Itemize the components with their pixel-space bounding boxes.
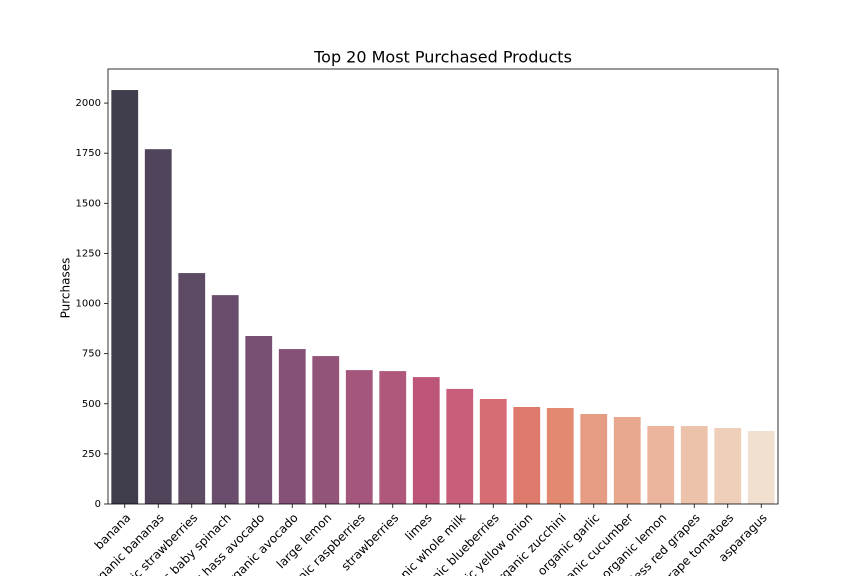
y-tick-label: 2000 bbox=[76, 98, 101, 109]
y-tick-label: 1250 bbox=[76, 248, 101, 259]
bar bbox=[680, 426, 708, 504]
bar bbox=[714, 428, 742, 504]
y-tick-label: 0 bbox=[95, 499, 101, 510]
bar bbox=[245, 336, 273, 504]
bar bbox=[144, 149, 172, 504]
bar bbox=[546, 407, 574, 504]
bar bbox=[278, 349, 306, 504]
y-tick-label: 250 bbox=[82, 449, 101, 460]
bar bbox=[513, 406, 541, 504]
plot-frame bbox=[107, 68, 779, 505]
bar bbox=[412, 377, 440, 504]
y-tick-label: 1500 bbox=[76, 198, 101, 209]
y-tick-label: 1750 bbox=[76, 148, 101, 159]
y-tick-label: 500 bbox=[82, 399, 101, 410]
bar bbox=[178, 273, 206, 504]
bar bbox=[479, 398, 507, 504]
bar bbox=[211, 295, 239, 504]
y-tick-label: 750 bbox=[82, 349, 101, 360]
bar bbox=[446, 388, 474, 504]
bar bbox=[747, 431, 775, 504]
bar bbox=[613, 417, 641, 504]
chart-title: Top 20 Most Purchased Products bbox=[313, 48, 572, 67]
bar bbox=[111, 90, 139, 504]
bar bbox=[345, 370, 373, 504]
bar bbox=[312, 356, 340, 504]
y-tick-label: 1000 bbox=[76, 299, 101, 310]
y-axis-label: Purchases bbox=[59, 258, 73, 319]
bar bbox=[647, 426, 675, 504]
bar bbox=[580, 413, 608, 504]
bar bbox=[379, 371, 407, 504]
